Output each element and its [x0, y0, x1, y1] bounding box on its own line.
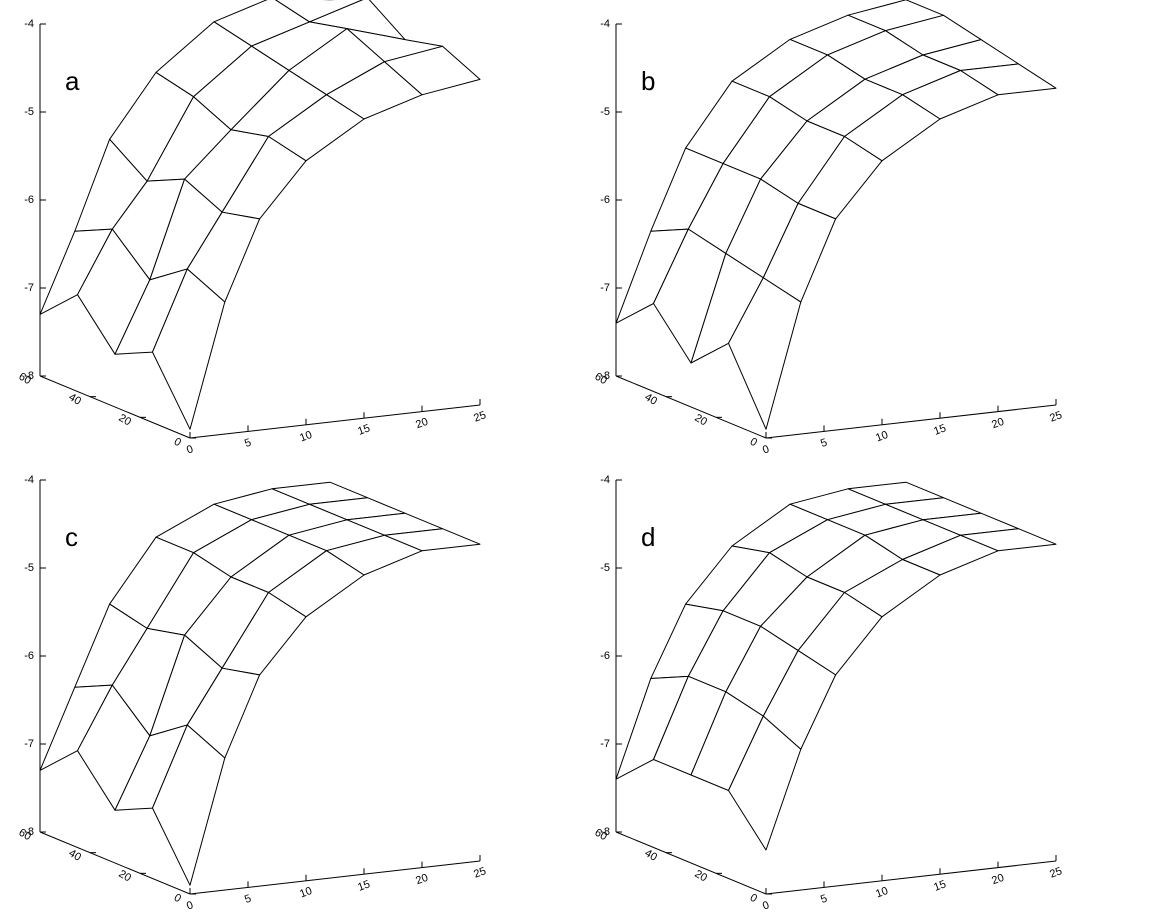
y-tick-label: 20 [116, 868, 133, 885]
y-tick-label: 20 [692, 412, 709, 429]
panel-label: d [641, 522, 655, 552]
z-tick-label: -5 [24, 106, 34, 118]
x-axis [765, 404, 1057, 439]
y-tick-label: 60 [16, 827, 33, 844]
x-tick-label: 5 [243, 437, 253, 450]
z-tick-label: -6 [600, 194, 610, 206]
x-tick-label: 15 [932, 422, 948, 437]
x-axis [189, 404, 481, 439]
z-tick-label: -4 [24, 474, 34, 486]
z-tick-label: -4 [24, 18, 34, 30]
x-tick-label: 10 [874, 429, 890, 444]
x-tick-label: 0 [185, 443, 195, 456]
y-tick-label: 0 [748, 892, 759, 905]
z-tick-label: -8 [600, 370, 610, 382]
z-tick-label: -7 [24, 282, 34, 294]
z-tick-label: -6 [600, 650, 610, 662]
x-tick-label: 20 [414, 416, 430, 431]
panel-label: c [65, 522, 78, 552]
panel-label: a [65, 66, 80, 96]
y-tick-label: 40 [642, 391, 659, 408]
panel: 0 5 10 15 20 25 0 20 40 60-8 -7 -6 -5 -4 a [16, 0, 488, 457]
y-tick-label: 60 [592, 371, 609, 388]
z-tick-label: -4 [600, 18, 610, 30]
x-axis [189, 860, 481, 895]
y-tick-label: 20 [116, 412, 133, 429]
surface-cell [152, 268, 226, 430]
z-tick-label: -8 [24, 826, 34, 838]
surface-cell [152, 724, 226, 886]
y-tick-label: 0 [172, 892, 183, 905]
x-axis [765, 860, 1057, 895]
y-tick-label: 0 [172, 436, 183, 449]
z-tick-label: -6 [24, 650, 34, 662]
y-tick-label: 60 [592, 827, 609, 844]
z-tick-label: -5 [600, 562, 610, 574]
x-tick-label: 0 [185, 899, 195, 912]
y-axis [39, 831, 191, 895]
z-tick-label: -8 [600, 826, 610, 838]
x-tick-label: 20 [990, 416, 1006, 431]
y-axis [615, 375, 767, 439]
x-tick-label: 25 [472, 409, 488, 424]
x-tick-label: 10 [298, 429, 314, 444]
z-tick-label: -7 [600, 738, 610, 750]
y-axis [39, 375, 191, 439]
panel: 0 5 10 15 20 25 0 20 40 60-8 -7 -6 -5 -4 d [592, 474, 1063, 913]
z-tick-label: -5 [24, 562, 34, 574]
x-tick-label: 20 [990, 872, 1006, 887]
surface-cell [728, 277, 802, 430]
z-tick-label: -7 [24, 738, 34, 750]
y-tick-label: 40 [66, 847, 83, 864]
x-tick-label: 15 [932, 878, 948, 893]
x-tick-label: 0 [761, 443, 771, 456]
x-tick-label: 25 [1048, 865, 1064, 880]
x-tick-label: 5 [819, 893, 829, 906]
panel-label: b [641, 66, 655, 96]
z-tick-label: -4 [600, 474, 610, 486]
x-tick-label: 0 [761, 899, 771, 912]
z-tick-label: -7 [600, 282, 610, 294]
y-tick-label: 60 [16, 371, 33, 388]
x-tick-label: 10 [874, 885, 890, 900]
x-tick-label: 15 [356, 878, 372, 893]
panel: 0 5 10 15 20 25 0 20 40 60-8 -7 -6 -5 -4 b [592, 0, 1064, 457]
z-tick-label: -5 [600, 106, 610, 118]
x-tick-label: 10 [298, 885, 314, 900]
x-tick-label: 15 [356, 422, 372, 437]
x-tick-label: 25 [1048, 409, 1064, 424]
x-tick-label: 5 [819, 437, 829, 450]
y-tick-label: 40 [642, 847, 659, 864]
panel: 0 5 10 15 20 25 0 20 40 60-8 -7 -6 -5 -4 c [16, 474, 487, 913]
surface-cell [728, 715, 802, 851]
y-tick-label: 40 [66, 391, 83, 408]
x-tick-label: 20 [414, 872, 430, 887]
x-tick-label: 25 [472, 865, 488, 880]
x-tick-label: 5 [243, 893, 253, 906]
y-tick-label: 20 [692, 868, 709, 885]
z-tick-label: -6 [24, 194, 34, 206]
z-tick-label: -8 [24, 370, 34, 382]
y-axis [615, 831, 767, 895]
y-tick-label: 0 [748, 436, 759, 449]
